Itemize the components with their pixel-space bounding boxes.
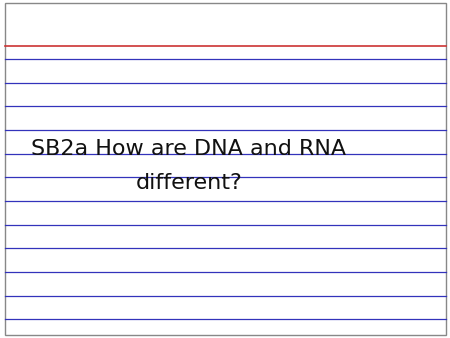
Text: SB2a How are DNA and RNA: SB2a How are DNA and RNA xyxy=(32,139,346,159)
Text: different?: different? xyxy=(135,172,243,193)
